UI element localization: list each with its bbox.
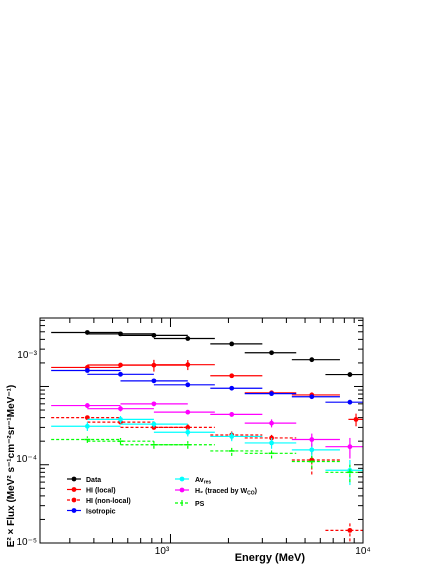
legend-swatch-marker bbox=[71, 497, 77, 503]
series-5-point bbox=[347, 444, 353, 450]
legend-item-2: HI (non-local) bbox=[67, 497, 131, 505]
series-1-point bbox=[353, 416, 359, 422]
legend-item-10: Avres bbox=[175, 476, 211, 486]
series-0-point bbox=[347, 372, 353, 377]
legend-swatch-marker bbox=[179, 476, 185, 482]
x-tick-label-1e4: 10⁴ bbox=[355, 546, 370, 557]
series-4-point bbox=[229, 434, 235, 439]
series-0 bbox=[51, 330, 363, 377]
legend-item-11: H₂ (traced by WCO) bbox=[175, 487, 257, 497]
series-5-point bbox=[309, 437, 315, 442]
legend-swatch-marker bbox=[71, 487, 77, 492]
series-4-point bbox=[118, 416, 123, 422]
series-5-point bbox=[118, 406, 123, 412]
legend-label: PS bbox=[195, 501, 205, 508]
legend-label: Isotropic bbox=[86, 509, 116, 516]
series-4 bbox=[51, 415, 363, 486]
series-0-point bbox=[309, 357, 315, 363]
legend-swatch-marker bbox=[71, 508, 77, 513]
series-2-point bbox=[185, 425, 191, 430]
series-3-point bbox=[84, 368, 90, 373]
series-0-point bbox=[151, 332, 157, 338]
series-3-point bbox=[151, 378, 157, 384]
legend-item-1: HI (local) bbox=[67, 487, 116, 495]
plot-area bbox=[51, 330, 363, 542]
series-3-point bbox=[229, 385, 235, 391]
plot-frame bbox=[39, 317, 364, 544]
y-axis-label: E² × Flux (MeV² s⁻¹cm⁻²sr⁻¹MeV⁻¹) bbox=[6, 385, 17, 548]
series-0-point bbox=[229, 341, 235, 347]
series-3-point bbox=[185, 382, 191, 388]
x-axis-label: Energy (MeV) bbox=[235, 552, 306, 564]
legend-label: H₂ (traced by WCO) bbox=[195, 488, 257, 497]
series-3 bbox=[51, 368, 363, 405]
series-5-point bbox=[229, 411, 235, 417]
series-5-point bbox=[185, 409, 191, 415]
legend-swatch-marker bbox=[179, 487, 185, 493]
series-5 bbox=[51, 401, 363, 459]
series-6 bbox=[51, 436, 363, 483]
series-4-point bbox=[269, 440, 274, 446]
axes bbox=[39, 317, 364, 544]
series-3-point bbox=[118, 371, 123, 377]
legend-label: Avres bbox=[195, 477, 211, 486]
y-tick-label-1e-5: 10⁻⁵ bbox=[16, 537, 37, 548]
series-5-point bbox=[269, 420, 274, 426]
x-tick-label-1e3: 10³ bbox=[155, 546, 170, 557]
series-2 bbox=[51, 415, 363, 542]
series-5-point bbox=[84, 403, 90, 408]
series-4-point bbox=[309, 447, 315, 453]
series-3-point bbox=[269, 391, 274, 397]
series-5-point bbox=[151, 401, 157, 407]
series-0-point bbox=[269, 350, 274, 356]
series-1-point bbox=[229, 373, 235, 379]
series-0-point bbox=[185, 336, 191, 341]
series-1 bbox=[51, 359, 363, 427]
series-4-point bbox=[151, 421, 157, 427]
series-1-point bbox=[185, 362, 191, 368]
legend-item-0: Data bbox=[67, 476, 101, 484]
series-3-point bbox=[309, 394, 315, 400]
legend-item-12: PS bbox=[175, 500, 205, 508]
series-2-point bbox=[347, 527, 353, 533]
legend-label: HI (non-local) bbox=[86, 498, 131, 505]
legend-label: Data bbox=[86, 477, 101, 484]
y-tick-label-1e-4: 10⁻⁴ bbox=[16, 454, 37, 465]
legend-label: HI (local) bbox=[86, 488, 116, 495]
series-4-point bbox=[84, 423, 90, 429]
legend-swatch-marker bbox=[71, 476, 77, 482]
legend-item-3: Isotropic bbox=[67, 508, 116, 516]
series-4-point bbox=[185, 429, 191, 435]
series-3-point bbox=[347, 399, 353, 405]
legend: Data HI (local) HI (non-local) Isotropic Avr… bbox=[67, 476, 257, 516]
y-tick-label-1e-3: 10⁻³ bbox=[17, 350, 37, 361]
